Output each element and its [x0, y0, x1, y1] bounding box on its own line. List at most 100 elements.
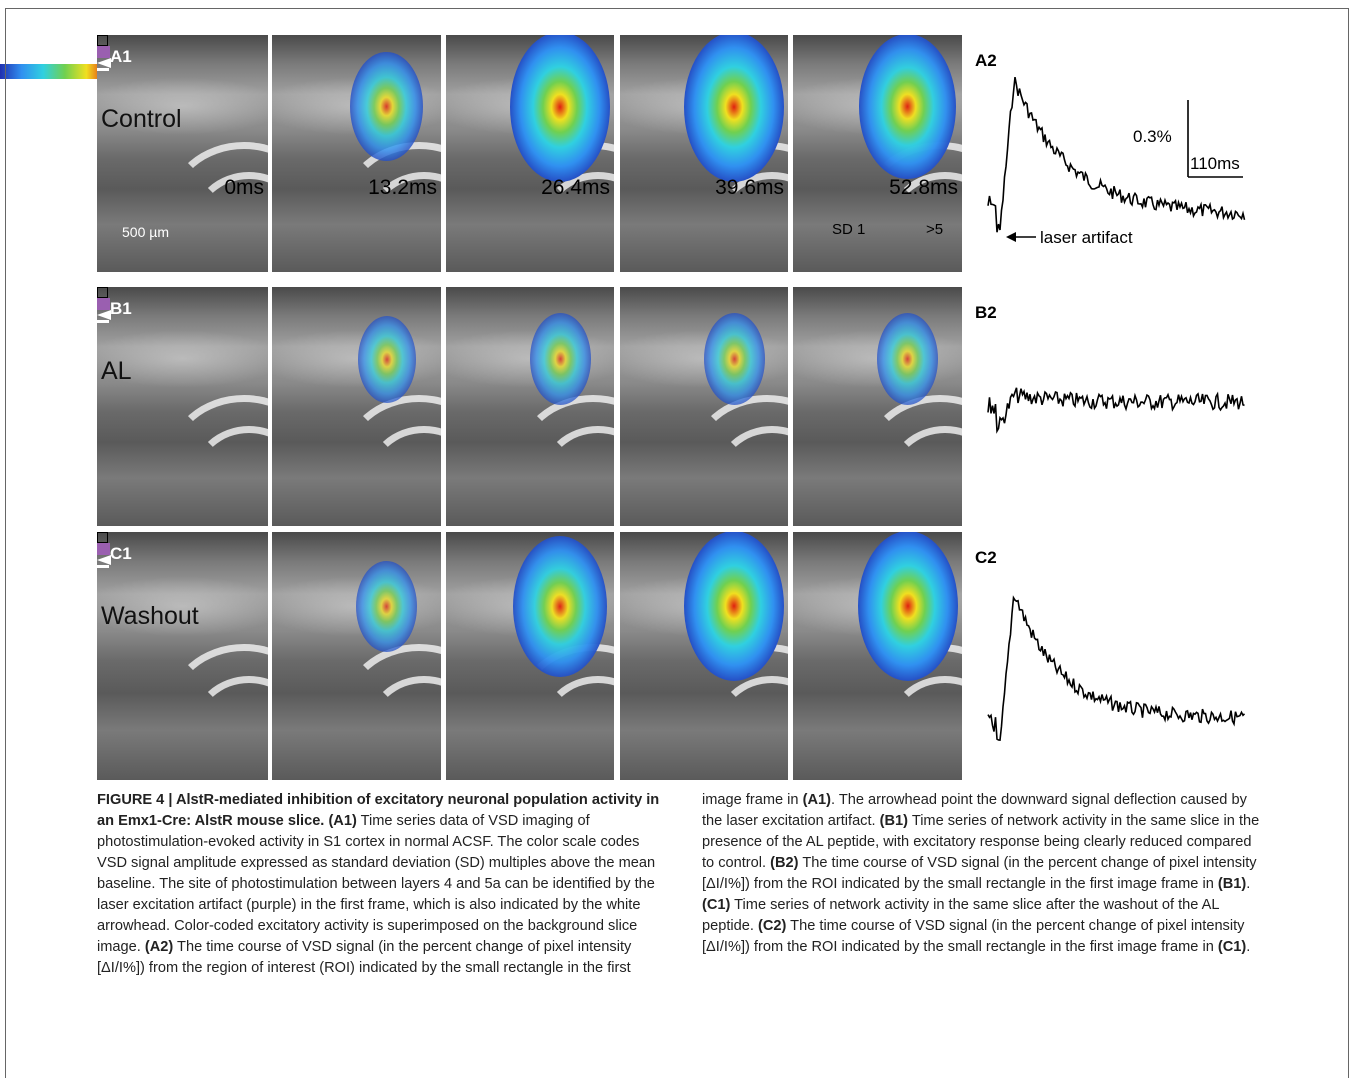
- condition-label: Control: [101, 105, 182, 133]
- activity-map: [684, 532, 785, 682]
- caption-run: (C2): [758, 918, 787, 934]
- activity-map: [510, 35, 611, 182]
- arrow-shaft: [97, 565, 109, 568]
- hippocampus: [715, 675, 788, 780]
- arrowhead: [97, 555, 111, 565]
- time-label: 26.4ms: [541, 176, 610, 199]
- caption-run: (C1): [702, 897, 731, 913]
- caption-run: The time course of VSD signal (in the pe…: [97, 792, 803, 976]
- colorbar: [0, 64, 108, 79]
- hippocampus: [367, 425, 441, 526]
- annotation-arrowhead: [1006, 232, 1016, 242]
- trace-label: C2: [975, 548, 997, 567]
- caption-run: (A1): [802, 792, 831, 808]
- caption-run: Time series of network activity in the s…: [702, 813, 1260, 871]
- panel-label: B1: [110, 299, 132, 318]
- scale-bar: [0, 0, 4, 60]
- panel-label: C1: [110, 544, 132, 563]
- laser-artifact: [97, 543, 110, 555]
- hippocampus: [541, 675, 614, 780]
- activity-map: [877, 313, 939, 405]
- figure-frame: [5, 8, 1349, 1078]
- hippocampus: [192, 675, 268, 780]
- hippocampus: [167, 141, 268, 272]
- condition-label: AL: [101, 357, 132, 385]
- hippocampus: [541, 425, 614, 526]
- colorbar-min: SD 1: [832, 221, 866, 238]
- caption-run: . The arrowhead point the downward signa…: [702, 792, 1247, 829]
- hippocampus: [192, 425, 268, 526]
- caption-run: (B1): [1217, 876, 1247, 892]
- scale-time: 110ms: [1190, 154, 1240, 173]
- roi-rectangle: [97, 35, 108, 46]
- slice-image: [272, 287, 441, 526]
- slice-image: 26.4ms: [446, 35, 614, 272]
- activity-map: [703, 313, 765, 405]
- activity-map: [859, 35, 957, 180]
- arrowhead: [97, 310, 111, 320]
- slice-image: [272, 532, 441, 780]
- caption-run: (B1): [879, 813, 909, 829]
- arrow-shaft: [97, 320, 109, 323]
- time-label: 52.8ms: [889, 176, 958, 199]
- caption-run: FIGURE 4 | AlstR-mediated inhibition of …: [97, 792, 660, 829]
- scale-amplitude: 0.3%: [1133, 127, 1172, 146]
- caption-run: The time course of VSD signal (in the pe…: [702, 918, 1245, 955]
- hippocampus: [888, 172, 962, 272]
- activity-map: [357, 315, 416, 403]
- activity-map: [350, 51, 424, 162]
- activity-map: [529, 313, 591, 405]
- caption-run: Time series of network activity in the s…: [702, 897, 1219, 934]
- arrow-shaft: [97, 68, 109, 71]
- slice-image: A1 Control 0ms: [97, 35, 268, 272]
- traces: A2 B2 C2 0.3% 110ms laser artifact: [975, 51, 1246, 741]
- hippocampus: [888, 675, 962, 780]
- scale-bar: [0, 60, 40, 64]
- slice-image: [620, 532, 788, 780]
- time-label: 39.6ms: [715, 176, 784, 199]
- hippocampus: [367, 675, 441, 780]
- roi-rectangle: [97, 532, 108, 543]
- hippocampus: [715, 425, 788, 526]
- slice-image: [446, 532, 614, 780]
- roi-rectangle: [97, 287, 108, 298]
- scale-label: 500 µm: [122, 224, 169, 240]
- caption-run: (C1): [1217, 939, 1247, 955]
- hippocampus: [167, 643, 268, 778]
- time-label: 13.2ms: [368, 176, 437, 199]
- colorbar-max: >5: [926, 221, 944, 238]
- time-label: 0ms: [224, 176, 264, 199]
- slice-image: [793, 532, 962, 780]
- hippocampus: [367, 172, 441, 272]
- caption: FIGURE 4 | AlstR-mediated inhibition of …: [97, 790, 1267, 979]
- vsd-trace: [987, 76, 1246, 233]
- figure: A1 Control 0ms 13.2ms 26.4ms 39.6ms 52.8ms B1 AL…: [0, 0, 1355, 780]
- hippocampus: [192, 172, 268, 272]
- slice-image: [620, 287, 788, 526]
- panel-label: A1: [110, 47, 132, 66]
- slice-image: [793, 287, 962, 526]
- hippocampus: [167, 394, 268, 526]
- caption-run: (A1): [328, 813, 357, 829]
- laser-artifact: [97, 298, 110, 310]
- slice-image: 52.8ms: [793, 35, 962, 272]
- activity-map: [513, 535, 608, 677]
- slice-image: [446, 287, 614, 526]
- slice-image: B1 AL: [97, 287, 268, 526]
- slice-image: C1 Washout: [97, 532, 268, 780]
- arrowhead: [97, 58, 111, 68]
- trace-label: A2: [975, 51, 997, 70]
- activity-map: [857, 532, 958, 682]
- caption-run: (A2): [144, 939, 174, 955]
- activity-map: [684, 35, 785, 182]
- caption-run: Time series data of VSD imaging of photo…: [97, 813, 656, 955]
- vsd-trace: [987, 595, 1246, 741]
- caption-run: (B2): [770, 855, 799, 871]
- caption-run: .: [1246, 939, 1251, 955]
- caption-run: .: [1246, 876, 1251, 892]
- caption-run: The time course of VSD signal (in the pe…: [702, 855, 1257, 892]
- trace-label: B2: [975, 303, 997, 322]
- annotation: laser artifact: [1040, 228, 1133, 247]
- laser-artifact: [97, 46, 110, 58]
